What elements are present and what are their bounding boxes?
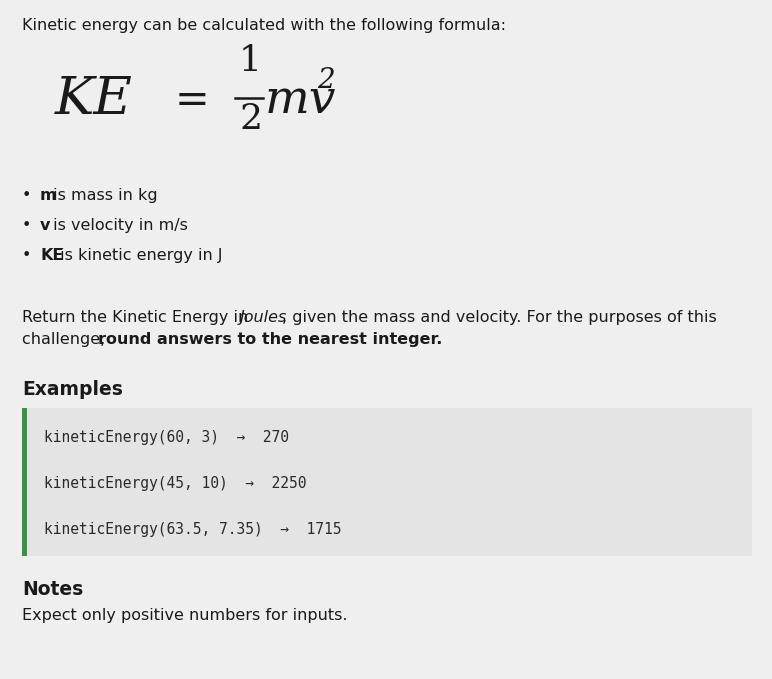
Text: KE: KE bbox=[55, 75, 133, 126]
Text: KE: KE bbox=[40, 248, 63, 263]
Text: , given the mass and velocity. For the purposes of this: , given the mass and velocity. For the p… bbox=[282, 310, 716, 325]
Text: 2: 2 bbox=[317, 67, 334, 94]
Text: is mass in kg: is mass in kg bbox=[48, 188, 157, 203]
Text: Expect only positive numbers for inputs.: Expect only positive numbers for inputs. bbox=[22, 608, 347, 623]
Text: 2: 2 bbox=[239, 102, 262, 136]
Text: 1: 1 bbox=[239, 44, 262, 78]
Text: Return the Kinetic Energy in: Return the Kinetic Energy in bbox=[22, 310, 253, 325]
Text: Kinetic energy can be calculated with the following formula:: Kinetic energy can be calculated with th… bbox=[22, 18, 506, 33]
Text: •: • bbox=[22, 248, 32, 263]
Text: Joules: Joules bbox=[240, 310, 287, 325]
Text: Notes: Notes bbox=[22, 580, 83, 599]
Bar bbox=[22, 408, 752, 556]
Text: is velocity in m/s: is velocity in m/s bbox=[48, 218, 188, 233]
Text: =: = bbox=[175, 79, 210, 121]
Text: kineticEnergy(45, 10)  →  2250: kineticEnergy(45, 10) → 2250 bbox=[44, 476, 306, 491]
Text: is kinetic energy in J: is kinetic energy in J bbox=[55, 248, 222, 263]
Text: m: m bbox=[40, 188, 56, 203]
Text: mv: mv bbox=[265, 77, 337, 123]
Text: kineticEnergy(63.5, 7.35)  →  1715: kineticEnergy(63.5, 7.35) → 1715 bbox=[44, 522, 341, 537]
Text: •: • bbox=[22, 218, 32, 233]
Text: round answers to the nearest integer.: round answers to the nearest integer. bbox=[98, 332, 442, 347]
Text: •: • bbox=[22, 188, 32, 203]
Text: v: v bbox=[40, 218, 50, 233]
Text: Examples: Examples bbox=[22, 380, 123, 399]
Text: kineticEnergy(60, 3)  →  270: kineticEnergy(60, 3) → 270 bbox=[44, 430, 289, 445]
Bar bbox=[22, 408, 27, 556]
Text: challenge,: challenge, bbox=[22, 332, 110, 347]
